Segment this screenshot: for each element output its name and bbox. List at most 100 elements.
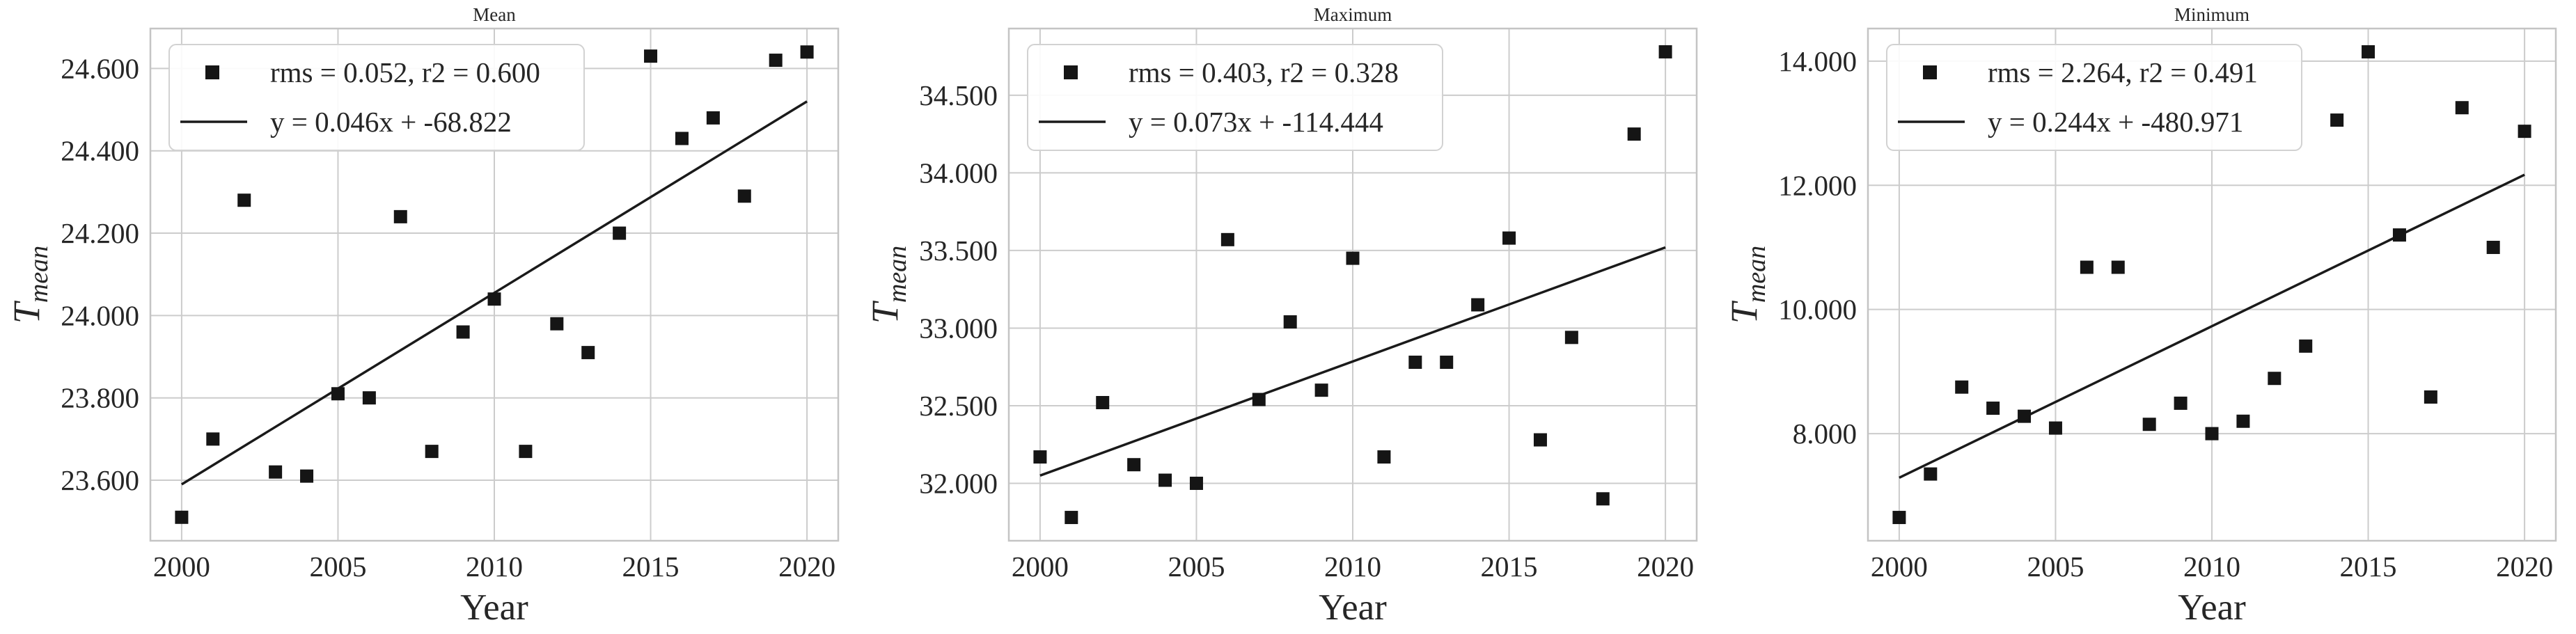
data-point-2007	[1252, 393, 1266, 406]
data-point-2009	[2174, 396, 2188, 410]
data-point-2001	[1924, 467, 1938, 481]
data-point-2002	[1955, 380, 1969, 394]
legend-scatter-marker	[1923, 65, 1937, 79]
scatter-chart-minimum: Minimum 2000 2005 2010 2015 2020 8.000 10.000 12…	[1723, 4, 2557, 628]
y-tick-label: 34.500	[919, 79, 998, 111]
scatter-chart-mean: Mean 2000 2005 2010 2015 2020 23.600 23.800 24.0…	[6, 4, 840, 628]
data-point-2003	[1986, 402, 2000, 415]
y-tick-label: 32.500	[919, 390, 998, 422]
x-tick-label: 2015	[2340, 550, 2397, 583]
x-tick-label: 2020	[778, 550, 835, 583]
legend-scatter-marker	[205, 65, 219, 79]
x-tick-label: 2020	[1637, 550, 1694, 583]
data-point-2007	[393, 209, 407, 223]
data-point-2015	[1502, 231, 1516, 245]
scatter-points	[175, 45, 814, 524]
data-point-2004	[1159, 473, 1172, 487]
data-point-2018	[2455, 101, 2469, 115]
data-point-2011	[1377, 450, 1391, 464]
data-point-2010	[1346, 251, 1360, 265]
y-tick-label: 33.500	[919, 235, 998, 267]
data-point-2006	[362, 391, 376, 405]
x-tick-label: 2010	[1324, 550, 1381, 583]
legend: rms = 0.403, r2 = 0.328 y = 0.073x + -114…	[1027, 44, 1443, 151]
legend-line-label: y = 0.046x + -68.822	[270, 106, 512, 138]
y-tick-label: 32.000	[919, 467, 998, 499]
data-point-2019	[769, 54, 783, 68]
data-point-2010	[487, 292, 501, 306]
y-axis-label: Tmean	[6, 246, 54, 324]
data-point-2003	[269, 465, 283, 479]
axes-spines	[149, 27, 840, 542]
data-point-2015	[2362, 45, 2375, 58]
x-tick-label: 2000	[1012, 550, 1069, 583]
axes-spines	[1007, 27, 1698, 542]
legend-scatter-marker	[1064, 65, 1078, 79]
data-point-2006	[1220, 232, 1234, 246]
y-tick-label: 8.000	[1793, 418, 1857, 450]
legend-scatter-label: rms = 0.052, r2 = 0.600	[270, 56, 540, 88]
data-point-2016	[675, 132, 689, 145]
data-point-2005	[1189, 476, 1203, 490]
data-point-2011	[2236, 414, 2250, 428]
y-tick-label: 24.000	[61, 299, 139, 331]
data-point-2004	[300, 469, 314, 483]
x-axis-label: Year	[1319, 587, 1387, 628]
y-tick-label: 34.000	[919, 157, 998, 189]
legend-box	[1886, 44, 2302, 151]
x-tick-label: 2020	[2496, 550, 2553, 583]
data-point-2012	[2268, 372, 2282, 386]
data-point-2017	[1564, 331, 1578, 344]
x-tick-label: 2005	[2027, 550, 2084, 583]
y-tick-label: 10.000	[1778, 294, 1857, 326]
data-point-2016	[2392, 228, 2406, 242]
y-tick-label: 24.600	[61, 52, 139, 84]
data-point-2009	[1314, 383, 1328, 397]
chart-title: Minimum	[2174, 4, 2249, 25]
data-point-2014	[2330, 113, 2344, 127]
y-tick-label: 14.000	[1778, 45, 1857, 77]
data-point-2015	[644, 49, 658, 63]
data-point-2001	[1065, 511, 1078, 525]
data-point-2001	[206, 432, 220, 446]
data-point-2011	[519, 445, 533, 459]
data-point-2000	[1892, 511, 1906, 525]
y-axis-label: Tmean	[1723, 246, 1771, 324]
chart-title: Mean	[473, 4, 516, 25]
data-point-2005	[2048, 421, 2062, 435]
axes-spines	[1867, 27, 2557, 542]
chart-panel-mean: Mean 2000 2005 2010 2015 2020 23.600 23.800 24.0…	[0, 0, 858, 634]
chart-panel-minimum: Minimum 2000 2005 2010 2015 2020 8.000 10.000 12…	[1718, 0, 2576, 634]
data-point-2013	[2299, 339, 2313, 353]
legend-box	[168, 44, 585, 151]
fit-line	[1039, 246, 1666, 477]
scatter-chart-maximum: Maximum 2000 2005 2010 2015 2020 32.000 32.500 3…	[864, 4, 1698, 628]
x-axis-label: Year	[2178, 587, 2246, 628]
data-point-2013	[1440, 356, 1454, 370]
data-point-2002	[237, 193, 251, 207]
data-point-2012	[550, 317, 564, 331]
x-tick-label: 2015	[622, 550, 680, 583]
data-point-2008	[425, 445, 439, 459]
data-point-2009	[456, 325, 470, 339]
chart-panel-maximum: Maximum 2000 2005 2010 2015 2020 32.000 32.500 3…	[858, 0, 1717, 634]
data-point-2008	[1283, 315, 1297, 329]
y-tick-label: 24.200	[61, 217, 139, 249]
scatter-points	[1892, 45, 2531, 525]
x-axis-label: Year	[460, 587, 528, 628]
x-tick-label: 2005	[1168, 550, 1225, 583]
data-point-2020	[2518, 125, 2531, 138]
x-tick-label: 2000	[1871, 550, 1928, 583]
y-tick-label: 23.600	[61, 464, 139, 496]
data-point-2006	[2080, 260, 2094, 274]
x-tick-label: 2010	[2183, 550, 2240, 583]
data-point-2016	[1533, 433, 1547, 447]
x-tick-label: 2010	[466, 550, 523, 583]
y-tick-label: 23.800	[61, 382, 139, 414]
legend: rms = 2.264, r2 = 0.491 y = 0.244x + -480…	[1886, 44, 2302, 151]
data-point-2018	[737, 189, 751, 203]
data-point-2020	[1658, 45, 1672, 58]
data-point-2010	[2205, 427, 2219, 441]
data-point-2019	[2486, 240, 2500, 254]
fit-line	[1899, 173, 2525, 480]
